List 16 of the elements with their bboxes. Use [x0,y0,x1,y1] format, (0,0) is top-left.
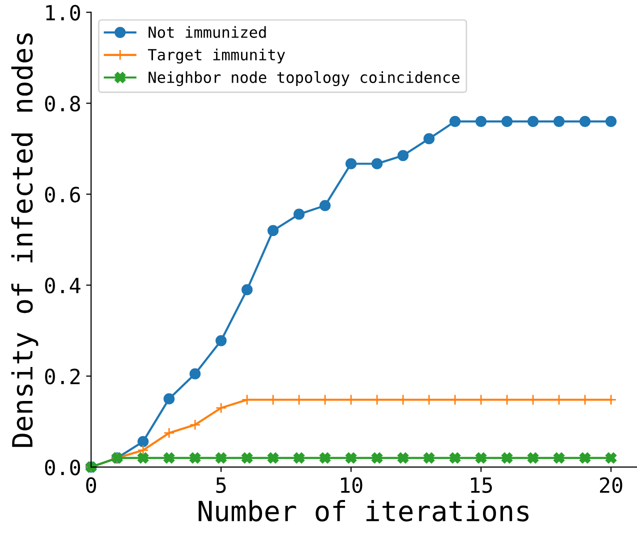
y-tick-label: 0.4 [45,278,80,294]
y-tick-label: 0.6 [45,186,80,202]
x-tick-label: 20 [600,477,622,494]
legend-label: Target immunity [148,48,285,64]
y-tick-label: 0.8 [45,96,80,112]
y-tick-label: 0.0 [45,460,80,476]
x-tick-label: 0 [86,477,96,494]
x-tick-label: 15 [470,478,492,494]
x-axis-title: Number of iterations [198,500,529,522]
x-tick-label: 10 [341,477,362,494]
legend-label: Not immunized [148,26,266,38]
y-tick-label: 1.0 [46,4,80,21]
y-tick-label: 0.2 [45,368,80,384]
legend-label: Neighbor node topology coincidence [148,71,460,86]
y-axis-title: Density of infected nodes [11,33,38,447]
x-tick-label: 5 [216,478,226,494]
